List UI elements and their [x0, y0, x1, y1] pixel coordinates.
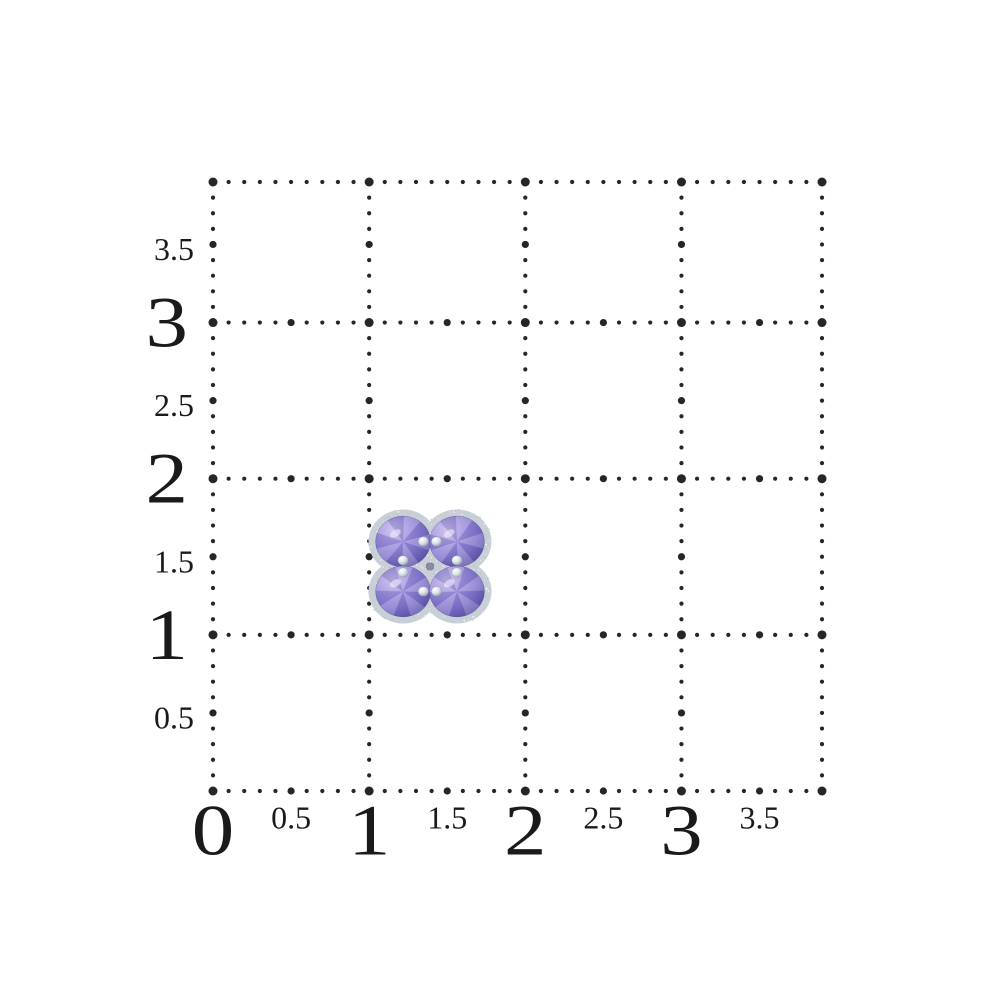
- svg-text:1.5: 1.5: [154, 543, 194, 579]
- svg-text:2: 2: [146, 440, 188, 520]
- svg-text:3: 3: [660, 792, 702, 872]
- svg-text:2.5: 2.5: [154, 387, 194, 423]
- svg-text:3.5: 3.5: [740, 800, 780, 836]
- svg-text:3: 3: [146, 283, 188, 363]
- svg-text:1: 1: [348, 792, 390, 872]
- svg-text:1.5: 1.5: [427, 800, 467, 836]
- svg-text:2: 2: [504, 792, 546, 872]
- svg-text:0: 0: [192, 792, 234, 872]
- svg-text:1: 1: [146, 596, 188, 676]
- svg-text:3.5: 3.5: [154, 231, 194, 267]
- svg-text:0.5: 0.5: [271, 800, 311, 836]
- svg-text:0.5: 0.5: [154, 699, 194, 735]
- svg-text:2.5: 2.5: [583, 800, 623, 836]
